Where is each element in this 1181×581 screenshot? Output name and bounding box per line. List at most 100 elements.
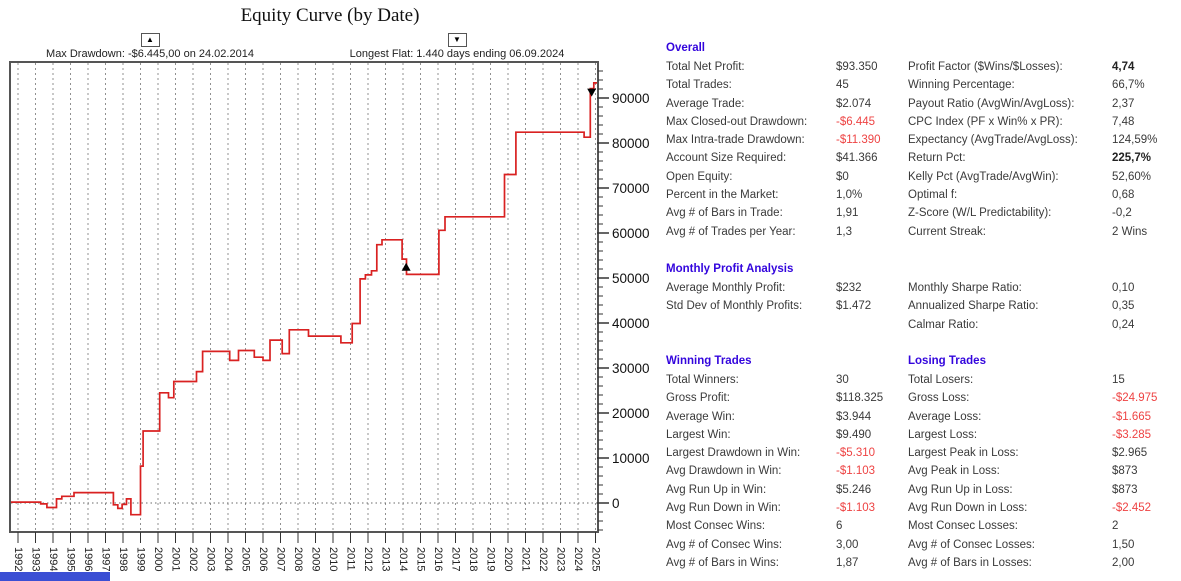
stat-row: Avg # of Consec Wins: 3,00 <box>666 536 883 554</box>
stat-value: -$1.103 <box>836 502 876 515</box>
stat-label: Avg # of Consec Wins: <box>666 538 783 551</box>
stat-row: Expectancy (AvgTrade/AvgLoss): 124,59% <box>908 131 1157 149</box>
svg-text:1993: 1993 <box>30 547 42 571</box>
stat-label: Kelly Pct (AvgTrade/AvgWin): <box>908 170 1059 183</box>
stat-label: Largest Peak in Loss: <box>908 447 1019 460</box>
stat-label: Z-Score (W/L Predictability): <box>908 207 1052 220</box>
svg-text:2003: 2003 <box>205 547 217 571</box>
monthly-section-title: Monthly Profit Analysis <box>666 263 794 275</box>
stat-row: Max Closed-out Drawdown: -$6.445 <box>666 113 881 131</box>
svg-text:20000: 20000 <box>612 406 650 421</box>
svg-text:80000: 80000 <box>612 136 650 151</box>
stat-row: Largest Win: $9.490 <box>666 426 883 444</box>
svg-text:2006: 2006 <box>257 547 269 571</box>
up-triangle-icon: ▲ <box>140 33 160 47</box>
stat-value: $0 <box>836 170 849 183</box>
stat-label: Std Dev of Monthly Profits: <box>666 300 803 313</box>
stat-row: Avg Run Up in Loss: $873 <box>908 481 1157 499</box>
stat-label: Average Loss: <box>908 410 982 423</box>
svg-text:2005: 2005 <box>240 547 252 571</box>
stat-value: 7,48 <box>1112 115 1135 128</box>
stat-label: Monthly Sharpe Ratio: <box>908 282 1022 294</box>
svg-text:70000: 70000 <box>612 181 650 196</box>
stat-row: Avg Run Up in Win: $5.246 <box>666 481 883 499</box>
stat-label: Avg Peak in Loss: <box>908 465 1000 478</box>
svg-text:40000: 40000 <box>612 316 650 331</box>
max-drawdown-annotation: ▲ Max Drawdown: -$6.445,00 on 24.02.2014 <box>30 33 270 60</box>
chart-title: Equity Curve (by Date) <box>240 5 420 26</box>
stat-value: -$3.285 <box>1112 428 1152 441</box>
svg-text:2022: 2022 <box>537 547 549 571</box>
svg-text:10000: 10000 <box>612 451 650 466</box>
stat-value: 2,00 <box>1112 556 1135 569</box>
stat-label: Average Win: <box>666 410 735 423</box>
stat-row: Open Equity: $0 <box>666 168 881 186</box>
overall-section-right: Profit Factor ($Wins/$Losses): 4,74 Winnin… <box>908 58 1157 241</box>
svg-text:2001: 2001 <box>170 547 182 571</box>
stat-value: $2.965 <box>1112 447 1148 460</box>
stat-label: Avg # of Bars in Trade: <box>666 207 783 220</box>
stat-label: Avg Run Down in Loss: <box>908 502 1028 515</box>
stat-label: Annualized Sharpe Ratio: <box>908 300 1039 313</box>
svg-text:2004: 2004 <box>222 547 234 571</box>
svg-text:2002: 2002 <box>187 547 199 571</box>
stat-value: $232 <box>836 282 862 294</box>
svg-text:2017: 2017 <box>450 547 462 571</box>
svg-text:90000: 90000 <box>612 91 650 106</box>
stat-row: Calmar Ratio: 0,24 <box>908 316 1134 334</box>
stat-row: Avg # of Consec Losses: 1,50 <box>908 536 1157 554</box>
stat-label: Avg Run Up in Loss: <box>908 483 1013 496</box>
stat-label: Most Consec Wins: <box>666 520 766 533</box>
stat-value: -$1.665 <box>1112 410 1152 423</box>
stat-row: Avg Peak in Loss: $873 <box>908 462 1157 480</box>
stat-value: -$2.452 <box>1112 502 1152 515</box>
stat-row: Return Pct: 225,7% <box>908 149 1157 167</box>
stat-label: Total Winners: <box>666 374 739 386</box>
stat-row: Total Trades: 45 <box>666 76 881 94</box>
stat-row: Avg Drawdown in Win: -$1.103 <box>666 462 883 480</box>
stat-value: $93.350 <box>836 61 878 73</box>
max-drawdown-text: Max Drawdown: -$6.445,00 on 24.02.2014 <box>46 48 254 60</box>
stat-label: Percent in the Market: <box>666 189 779 202</box>
stat-value: 0,35 <box>1112 300 1135 313</box>
svg-text:2007: 2007 <box>275 547 287 571</box>
stat-label: Max Intra-trade Drawdown: <box>666 134 805 147</box>
stat-row: Current Streak: 2 Wins <box>908 223 1157 241</box>
stat-row: Most Consec Wins: 6 <box>666 517 883 535</box>
svg-text:1994: 1994 <box>47 547 59 571</box>
stat-value: $5.246 <box>836 483 872 496</box>
stat-row: Annualized Sharpe Ratio: 0,35 <box>908 297 1134 315</box>
stat-value: 2,37 <box>1112 97 1135 110</box>
stat-label: Total Losers: <box>908 374 974 386</box>
svg-text:2020: 2020 <box>502 547 514 571</box>
stat-value: 1,87 <box>836 556 859 569</box>
overall-section-left: Overall Total Net Profit: $93.350 Total Tr… <box>666 39 881 241</box>
stat-row: Average Loss: -$1.665 <box>908 408 1157 426</box>
winning-trades-title: Winning Trades <box>666 355 752 367</box>
stat-label: Avg # of Bars in Wins: <box>666 556 779 569</box>
stat-value: 0,10 <box>1112 282 1135 294</box>
stat-value: 2 Wins <box>1112 225 1148 238</box>
stat-row: Payout Ratio (AvgWin/AvgLoss): 2,37 <box>908 95 1157 113</box>
stat-value: 0,68 <box>1112 189 1135 202</box>
stat-row: Z-Score (W/L Predictability): -0,2 <box>908 204 1157 222</box>
svg-text:2019: 2019 <box>485 547 497 571</box>
stat-value: $873 <box>1112 465 1138 478</box>
stat-value: $2.074 <box>836 97 872 110</box>
stat-label: Avg Run Down in Win: <box>666 502 781 515</box>
stat-label: Total Net Profit: <box>666 61 745 73</box>
stat-label: Average Monthly Profit: <box>666 282 786 294</box>
svg-text:1999: 1999 <box>135 547 147 571</box>
stat-label: Calmar Ratio: <box>908 318 979 331</box>
longest-flat-text: Longest Flat: 1.440 days ending 06.09.20… <box>349 48 565 60</box>
svg-text:1992: 1992 <box>12 547 24 571</box>
stat-row: Gross Loss: -$24.975 <box>908 389 1157 407</box>
svg-text:2012: 2012 <box>362 547 374 571</box>
stat-value: $118.325 <box>836 392 884 405</box>
stat-value: $9.490 <box>836 428 872 441</box>
stat-value: 66,7% <box>1112 79 1145 92</box>
stat-value: 30 <box>836 374 849 386</box>
stat-value: 4,74 <box>1112 61 1135 73</box>
stat-value: 1,0% <box>836 189 863 202</box>
stat-label: Expectancy (AvgTrade/AvgLoss): <box>908 134 1078 147</box>
